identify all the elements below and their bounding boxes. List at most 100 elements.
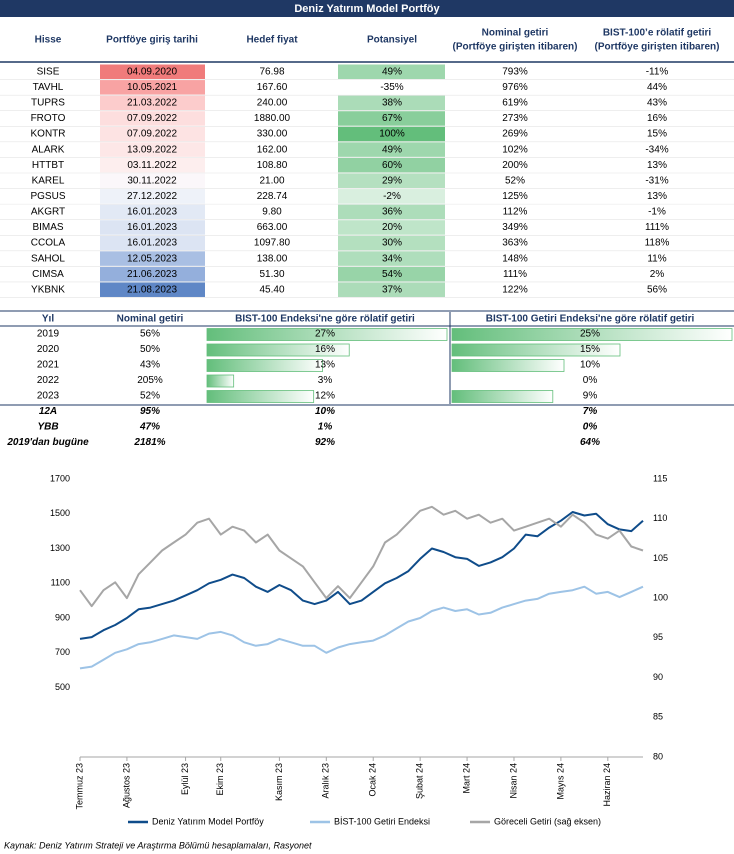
x-tick-label: Mayıs 24 [555,763,565,800]
table-cell: 2% [650,269,665,280]
column-header: Hedef fiyat [246,35,298,46]
x-tick-label: Haziran 24 [602,763,612,807]
table-cell: 122% [502,284,528,295]
table-cell: 47% [139,422,160,433]
table-cell: 111% [645,222,669,233]
table-cell: 138.00 [257,253,288,264]
table-cell: 10.05.2021 [127,82,177,93]
data-bar [451,359,565,372]
table-cell: 100% [379,129,405,140]
y2-tick-label: 80 [653,751,663,761]
page-title: Deniz Yatırım Model Portföy [294,3,440,15]
table-cell: YBB [37,422,58,433]
column-header: BIST-100’e rölatif getiri [603,28,712,39]
column-header: Nominal getiri [482,28,549,39]
table-cell: 52% [505,175,525,186]
data-bar [206,343,350,357]
table-cell: 51.30 [259,269,284,280]
table-cell: 2022 [37,375,60,386]
table-cell: 43% [140,360,160,371]
date-cell [100,80,205,95]
y2-tick-label: 95 [653,632,663,642]
table-cell: 16.01.2023 [127,222,177,233]
date-cell [100,189,205,204]
table-cell: 2181% [133,437,165,448]
table-cell: 12A [39,406,57,417]
x-tick-label: Nisan 24 [508,763,518,799]
table-cell: 2019'dan bugüne [6,437,89,448]
table-cell: 2019 [37,329,60,340]
legend-label: Deniz Yatırım Model Portföy [152,816,264,826]
table-cell: 10% [315,406,335,417]
y-tick-label: 1500 [50,508,70,518]
table-cell: HTTBT [32,160,64,171]
table-cell: 16.01.2023 [127,238,177,249]
table-cell: 50% [140,344,160,355]
column-header: (Portföye girişten itibaren) [452,42,577,53]
potential-cell [338,266,445,282]
table-cell: 118% [645,238,670,249]
data-bar [206,390,315,403]
table-cell: 273% [502,113,528,124]
table-cell: FROTO [31,113,66,124]
potential-cell [338,204,445,220]
x-tick-label: Eylül 23 [180,763,190,795]
table-cell: 45.40 [259,284,284,295]
table-cell: KONTR [31,129,66,140]
table-cell: 49% [382,66,402,77]
table-cell: 12.05.2023 [127,253,177,264]
table-cell: 162.00 [257,144,288,155]
table-cell: 2023 [37,391,60,402]
table-cell: SISE [37,66,60,77]
y2-tick-label: 105 [653,553,668,563]
column-header: Nominal getiri [117,314,184,325]
potential-cell [338,111,445,126]
table-cell: 7% [583,406,598,417]
date-cell [100,142,205,157]
date-cell [100,173,205,188]
column-header: Potansiyel [367,35,417,46]
table-cell: 111% [503,269,527,280]
y2-tick-label: 85 [653,712,663,722]
date-cell [100,235,205,251]
y-tick-label: 700 [55,647,70,657]
table-cell: 349% [502,222,528,233]
table-cell: 0% [583,375,598,386]
table-cell: 663.00 [257,222,288,233]
table-cell: 1880.00 [254,113,291,124]
y-tick-label: 1300 [50,543,70,553]
table-cell: 54% [382,269,402,280]
legend-label: Göreceli Getiri (sağ eksen) [494,816,601,826]
date-cell [100,157,205,173]
table-cell: 52% [140,391,160,402]
table-cell: 56% [647,284,667,295]
x-tick-label: Mart 24 [461,763,471,794]
date-cell [100,95,205,111]
y-tick-label: 500 [55,682,70,692]
column-header: Hisse [35,35,62,46]
potential-cell [338,251,445,266]
table-cell: 269% [502,129,528,140]
x-tick-label: Şubat 24 [415,763,425,799]
table-cell: CIMSA [32,269,64,280]
y2-tick-label: 100 [653,593,668,603]
table-cell: 76.98 [259,66,284,77]
column-header: BIST-100 Getiri Endeksi'ne göre rölatif … [486,314,695,325]
table-cell: 21.00 [259,175,284,186]
y2-tick-label: 90 [653,672,663,682]
table-cell: 07.09.2022 [127,113,177,124]
series-line [79,511,644,640]
table-cell: 205% [137,375,163,386]
table-cell: 15% [647,129,667,140]
x-tick-label: Ağustos 23 [121,763,131,808]
table-cell: 125% [502,191,528,202]
table-cell: 21.06.2023 [127,269,177,280]
y-tick-label: 900 [55,612,70,622]
y-tick-label: 1700 [50,473,70,483]
table-cell: -11% [646,66,669,77]
series-line [79,585,644,670]
date-cell [100,204,205,220]
date-cell [100,111,205,126]
table-cell: 0% [583,422,598,433]
table-cell: -35% [380,82,403,93]
